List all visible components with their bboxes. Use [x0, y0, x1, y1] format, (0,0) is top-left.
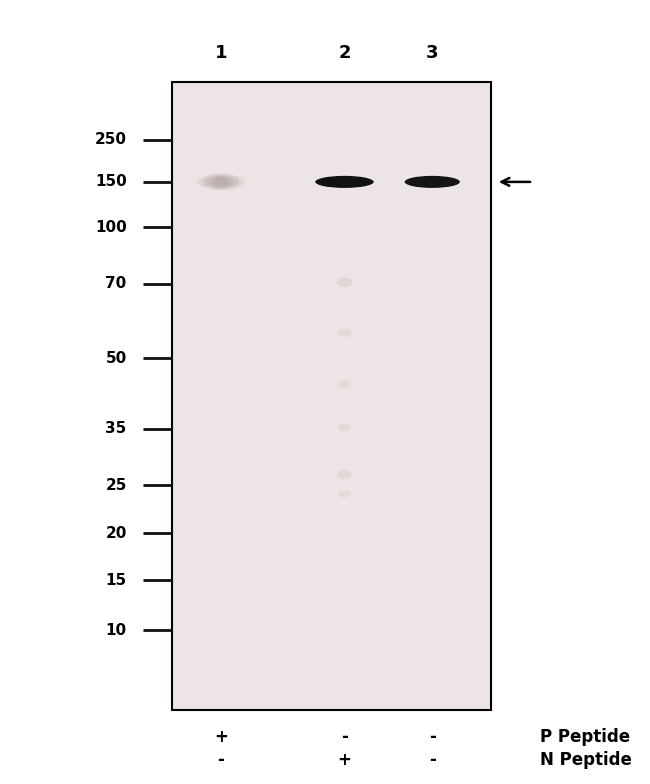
Text: 3: 3 [426, 44, 439, 61]
Text: -: - [341, 728, 348, 746]
Ellipse shape [203, 175, 228, 189]
Ellipse shape [214, 175, 239, 189]
Text: 15: 15 [105, 572, 127, 588]
Text: 150: 150 [95, 174, 127, 190]
Text: -: - [429, 752, 436, 769]
Text: 250: 250 [95, 132, 127, 147]
Ellipse shape [203, 173, 228, 187]
Ellipse shape [209, 176, 233, 191]
Ellipse shape [195, 180, 247, 185]
Text: +: + [337, 752, 352, 769]
Text: P Peptide: P Peptide [540, 728, 630, 746]
Text: 50: 50 [105, 350, 127, 366]
Text: +: + [214, 728, 228, 746]
Ellipse shape [197, 177, 245, 183]
Text: 2: 2 [338, 44, 351, 61]
Ellipse shape [209, 173, 233, 187]
Text: -: - [429, 728, 436, 746]
Text: 25: 25 [105, 477, 127, 493]
Ellipse shape [199, 183, 243, 189]
Ellipse shape [338, 423, 351, 431]
Text: 100: 100 [95, 220, 127, 235]
Text: 10: 10 [105, 622, 127, 638]
Ellipse shape [337, 470, 352, 479]
Ellipse shape [315, 176, 374, 188]
Ellipse shape [338, 380, 351, 388]
Ellipse shape [214, 176, 239, 191]
Bar [172, 82, 491, 710]
Ellipse shape [214, 173, 239, 187]
Ellipse shape [199, 175, 243, 181]
Ellipse shape [338, 491, 351, 498]
Text: N Peptide: N Peptide [540, 752, 631, 769]
Ellipse shape [404, 176, 460, 188]
Ellipse shape [203, 176, 228, 191]
Text: 35: 35 [105, 421, 127, 437]
Text: 20: 20 [105, 525, 127, 541]
Text: -: - [218, 752, 224, 769]
Ellipse shape [197, 181, 245, 187]
Ellipse shape [337, 329, 352, 337]
Ellipse shape [337, 278, 352, 287]
Ellipse shape [209, 175, 233, 189]
Text: 70: 70 [105, 276, 127, 292]
Text: 1: 1 [214, 44, 227, 61]
